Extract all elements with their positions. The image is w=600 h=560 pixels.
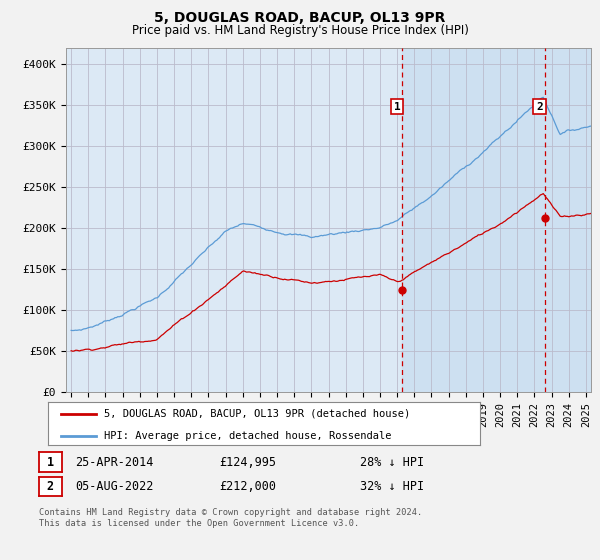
- Text: 32% ↓ HPI: 32% ↓ HPI: [360, 479, 424, 493]
- Text: 1: 1: [47, 455, 54, 469]
- Text: 5, DOUGLAS ROAD, BACUP, OL13 9PR (detached house): 5, DOUGLAS ROAD, BACUP, OL13 9PR (detach…: [104, 409, 410, 419]
- Text: £212,000: £212,000: [219, 479, 276, 493]
- Text: Contains HM Land Registry data © Crown copyright and database right 2024.
This d: Contains HM Land Registry data © Crown c…: [39, 508, 422, 528]
- Text: 2: 2: [536, 102, 543, 111]
- Text: 2: 2: [47, 479, 54, 493]
- Text: 5, DOUGLAS ROAD, BACUP, OL13 9PR: 5, DOUGLAS ROAD, BACUP, OL13 9PR: [154, 11, 446, 25]
- Text: HPI: Average price, detached house, Rossendale: HPI: Average price, detached house, Ross…: [104, 431, 392, 441]
- Text: 25-APR-2014: 25-APR-2014: [75, 455, 154, 469]
- Text: 28% ↓ HPI: 28% ↓ HPI: [360, 455, 424, 469]
- Text: Price paid vs. HM Land Registry's House Price Index (HPI): Price paid vs. HM Land Registry's House …: [131, 24, 469, 37]
- Text: £124,995: £124,995: [219, 455, 276, 469]
- Bar: [402, 48, 600, 392]
- Text: 05-AUG-2022: 05-AUG-2022: [75, 479, 154, 493]
- Text: 1: 1: [394, 102, 401, 111]
